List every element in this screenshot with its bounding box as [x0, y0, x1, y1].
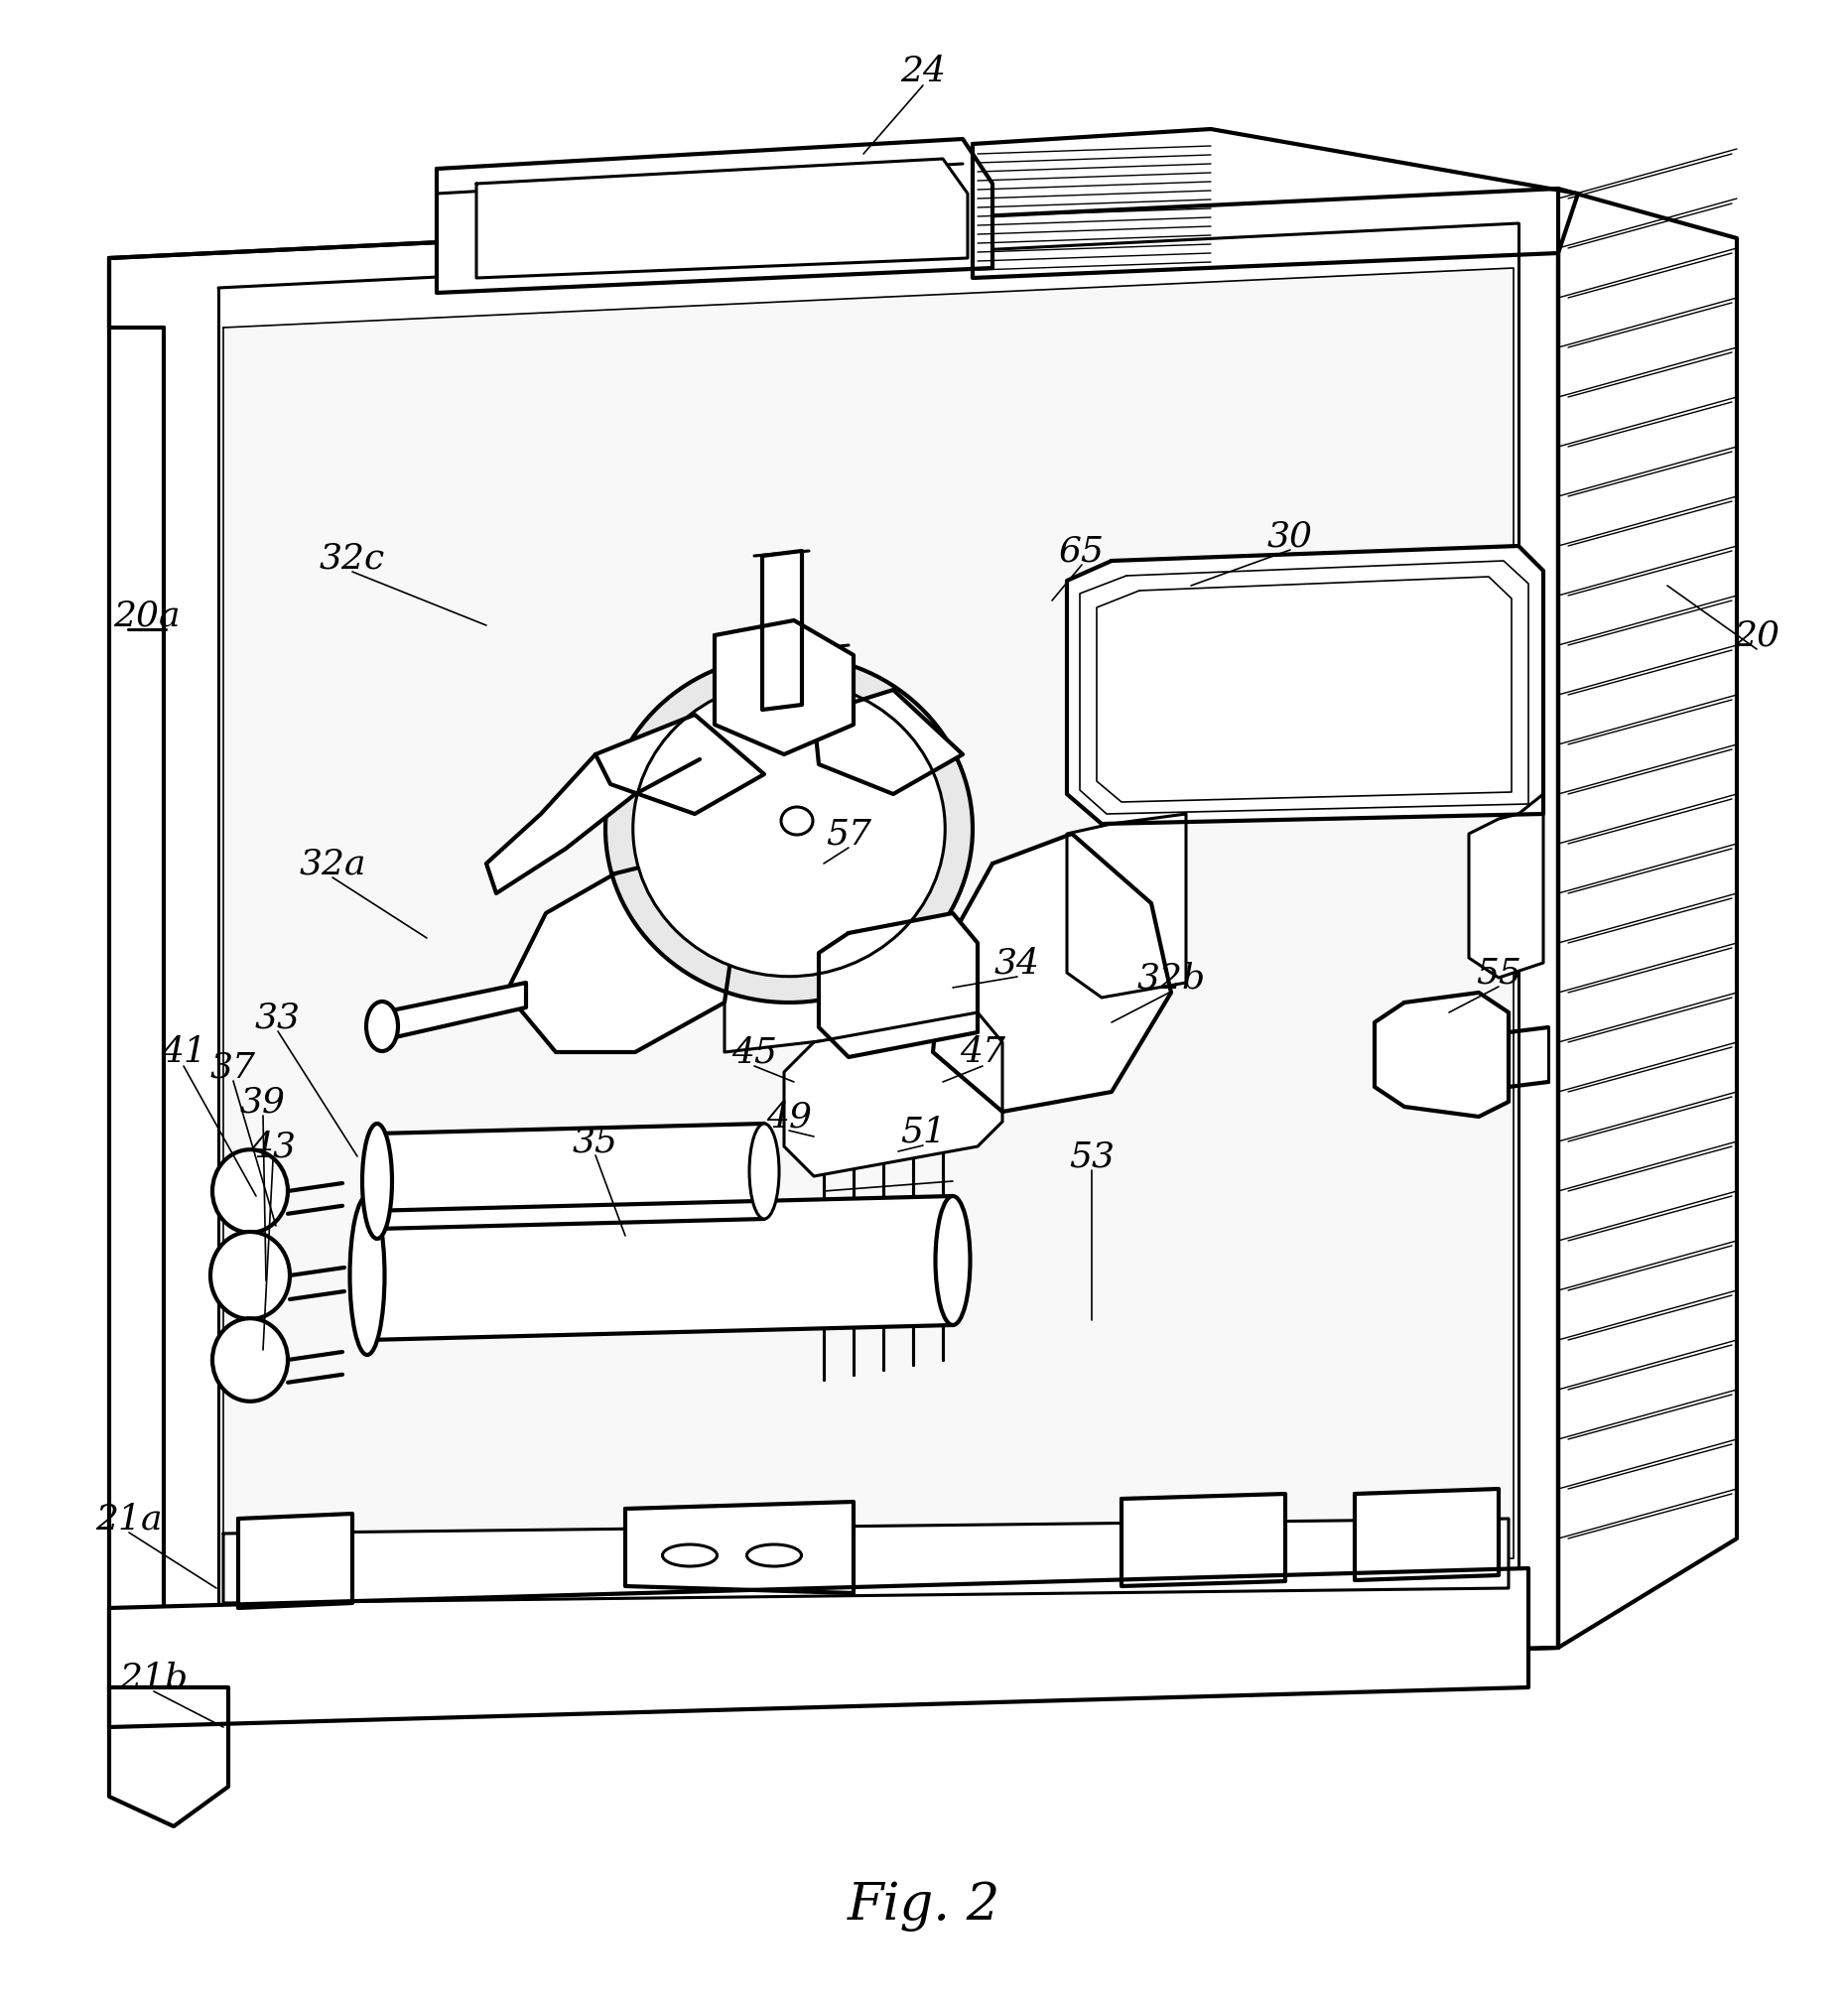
Ellipse shape [213, 1149, 288, 1232]
Text: 33: 33 [255, 1001, 301, 1035]
Ellipse shape [211, 1232, 290, 1320]
Text: 43: 43 [249, 1129, 296, 1163]
Polygon shape [109, 1569, 1528, 1727]
Ellipse shape [213, 1318, 288, 1402]
Polygon shape [813, 690, 963, 794]
Ellipse shape [606, 656, 972, 1003]
Polygon shape [1066, 814, 1186, 997]
Polygon shape [933, 834, 1172, 1111]
Text: 53: 53 [1068, 1139, 1114, 1174]
Text: 30: 30 [1268, 520, 1314, 554]
Text: 21a: 21a [96, 1502, 163, 1535]
Text: 51: 51 [900, 1115, 946, 1147]
Text: Fig. 2: Fig. 2 [848, 1880, 1000, 1932]
Text: 39: 39 [240, 1085, 286, 1119]
Ellipse shape [362, 1123, 392, 1240]
Polygon shape [784, 1013, 1002, 1176]
Polygon shape [477, 158, 968, 279]
Polygon shape [1469, 794, 1543, 977]
Polygon shape [436, 138, 992, 293]
Text: 20a: 20a [113, 598, 181, 632]
Polygon shape [1096, 576, 1512, 802]
Text: 55: 55 [1477, 955, 1521, 989]
Ellipse shape [748, 1123, 780, 1220]
Polygon shape [1122, 1494, 1284, 1587]
Text: 32c: 32c [320, 542, 384, 574]
Polygon shape [625, 1502, 854, 1593]
Polygon shape [1355, 1488, 1499, 1581]
Polygon shape [972, 128, 1578, 279]
Polygon shape [1375, 993, 1508, 1117]
Polygon shape [1066, 546, 1543, 824]
Polygon shape [506, 855, 734, 1051]
Polygon shape [238, 1515, 353, 1609]
Polygon shape [109, 1687, 229, 1825]
Text: 57: 57 [826, 816, 872, 851]
Ellipse shape [366, 1001, 397, 1051]
Polygon shape [377, 1123, 765, 1230]
Ellipse shape [634, 682, 944, 977]
Polygon shape [715, 620, 854, 754]
Text: 34: 34 [994, 947, 1040, 979]
Polygon shape [724, 967, 913, 1051]
Ellipse shape [349, 1196, 384, 1354]
Text: 41: 41 [161, 1035, 207, 1069]
Ellipse shape [935, 1196, 970, 1326]
Polygon shape [819, 913, 978, 1057]
Text: 32b: 32b [1137, 961, 1205, 995]
Polygon shape [109, 189, 1558, 1687]
Text: 20: 20 [1733, 618, 1780, 652]
Text: 65: 65 [1059, 534, 1105, 568]
Text: 21b: 21b [120, 1661, 188, 1695]
Text: 45: 45 [732, 1035, 778, 1069]
Polygon shape [383, 983, 527, 1041]
Polygon shape [1079, 562, 1528, 814]
Text: 35: 35 [573, 1125, 619, 1157]
Polygon shape [595, 714, 765, 814]
Polygon shape [486, 754, 700, 893]
Text: 32a: 32a [299, 847, 366, 881]
Text: 47: 47 [959, 1035, 1005, 1069]
Polygon shape [1558, 189, 1737, 1647]
Ellipse shape [782, 806, 813, 834]
Polygon shape [368, 1196, 954, 1340]
Text: 24: 24 [900, 54, 946, 88]
Polygon shape [224, 269, 1514, 1589]
Polygon shape [761, 552, 802, 710]
Text: 49: 49 [767, 1099, 811, 1133]
Text: 37: 37 [211, 1051, 257, 1083]
Polygon shape [224, 1519, 1508, 1603]
